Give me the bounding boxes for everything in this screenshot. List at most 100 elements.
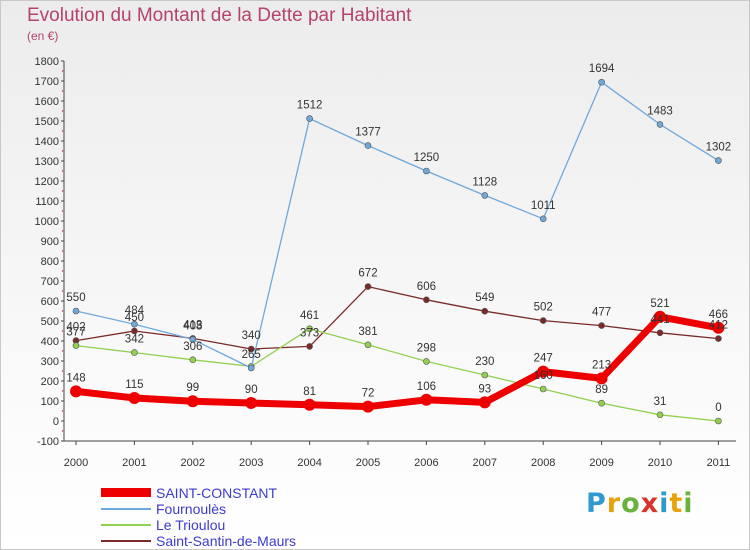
y-tick-label: 1000 bbox=[35, 216, 59, 228]
data-label: 1512 bbox=[297, 100, 323, 112]
y-minor-tick bbox=[61, 190, 64, 192]
y-minor-tick bbox=[61, 270, 64, 272]
series-line bbox=[72, 313, 722, 411]
data-point bbox=[656, 121, 664, 128]
data-label: 484 bbox=[125, 305, 145, 317]
data-label: 306 bbox=[183, 341, 202, 353]
data-label: 381 bbox=[358, 326, 377, 338]
data-point bbox=[72, 307, 80, 315]
data-point bbox=[481, 192, 489, 199]
y-tick-label: 100 bbox=[41, 396, 59, 408]
data-point bbox=[712, 321, 725, 334]
data-point bbox=[595, 372, 608, 385]
data-label: 1250 bbox=[414, 152, 440, 164]
data-label: 672 bbox=[358, 268, 377, 280]
y-tick-label: 200 bbox=[41, 376, 59, 388]
data-point bbox=[539, 215, 547, 223]
x-tick-label: 2009 bbox=[589, 457, 613, 469]
data-label: 408 bbox=[183, 320, 202, 332]
data-point bbox=[423, 167, 430, 175]
data-point bbox=[656, 411, 664, 419]
y-minor-tick bbox=[61, 230, 64, 232]
x-tick-label: 2000 bbox=[64, 457, 88, 469]
data-point bbox=[247, 364, 255, 372]
y-minor-tick bbox=[61, 350, 64, 352]
data-label: 550 bbox=[66, 292, 85, 304]
proxiti-logo: Proxiti bbox=[586, 488, 694, 519]
logo-letter: x bbox=[640, 488, 660, 519]
data-point bbox=[364, 341, 372, 349]
data-label: 502 bbox=[534, 302, 553, 314]
data-point bbox=[478, 396, 491, 409]
data-label: 81 bbox=[303, 386, 316, 398]
data-point bbox=[481, 371, 489, 379]
x-tick-label: 2010 bbox=[648, 457, 672, 469]
data-label: 0 bbox=[715, 402, 721, 414]
x-tick-label: 2002 bbox=[181, 457, 205, 469]
y-minor-tick bbox=[61, 90, 64, 92]
data-label: 93 bbox=[478, 383, 491, 395]
data-point bbox=[131, 320, 138, 328]
logo-letter: r bbox=[606, 488, 622, 519]
y-tick-label: 1300 bbox=[35, 156, 59, 168]
data-label: 441 bbox=[650, 314, 669, 326]
data-label: 340 bbox=[242, 330, 261, 342]
data-point bbox=[189, 356, 197, 364]
data-point bbox=[656, 329, 664, 337]
legend-swatch bbox=[101, 488, 151, 497]
data-label: 549 bbox=[475, 292, 494, 304]
y-minor-tick bbox=[61, 210, 64, 212]
y-tick-label: 600 bbox=[41, 296, 59, 308]
logo-letter: P bbox=[586, 488, 607, 519]
legend-label: SAINT-CONSTANT bbox=[156, 485, 278, 501]
y-tick-label: 1500 bbox=[35, 116, 59, 128]
data-label: 342 bbox=[125, 334, 144, 346]
data-label: 72 bbox=[362, 388, 375, 400]
data-label: 160 bbox=[534, 370, 553, 382]
data-label: 377 bbox=[66, 327, 85, 339]
y-tick-label: 1600 bbox=[35, 96, 59, 108]
data-point bbox=[715, 157, 722, 164]
y-tick-label: 1700 bbox=[35, 76, 59, 88]
data-point bbox=[537, 365, 550, 378]
data-point bbox=[654, 310, 666, 323]
data-point bbox=[364, 142, 372, 149]
logo-letter: i bbox=[683, 488, 694, 519]
data-label: 265 bbox=[242, 349, 261, 361]
series-line bbox=[75, 328, 720, 422]
y-minor-tick bbox=[61, 110, 64, 112]
y-minor-tick bbox=[61, 170, 64, 172]
legend-swatch bbox=[101, 540, 151, 542]
logo-letter: i bbox=[659, 488, 670, 519]
y-minor-tick bbox=[61, 130, 64, 132]
data-point bbox=[189, 336, 197, 343]
y-tick-label: 0 bbox=[53, 416, 59, 428]
data-label: 31 bbox=[654, 396, 667, 408]
data-point bbox=[539, 317, 547, 324]
data-label: 230 bbox=[475, 356, 494, 368]
series-line bbox=[75, 81, 720, 369]
data-point bbox=[423, 296, 430, 304]
data-label: 1302 bbox=[706, 142, 732, 154]
data-label: 450 bbox=[125, 312, 144, 324]
x-tick-label: 2004 bbox=[297, 457, 321, 469]
data-point bbox=[715, 417, 722, 425]
y-minor-tick bbox=[61, 70, 64, 72]
legend-label: Saint-Santin-de-Maurs bbox=[156, 533, 297, 549]
legend-label: Fournoulès bbox=[156, 501, 227, 517]
data-label: 298 bbox=[417, 342, 436, 354]
data-point bbox=[598, 399, 605, 407]
x-tick-label: 2001 bbox=[122, 457, 146, 469]
data-label: 412 bbox=[709, 320, 728, 332]
y-tick-label: 500 bbox=[41, 316, 59, 328]
data-point bbox=[420, 393, 433, 406]
legend-label: Le Trioulou bbox=[156, 517, 226, 533]
y-tick-label: 900 bbox=[41, 236, 59, 248]
data-point bbox=[598, 78, 605, 86]
y-tick-label: 1400 bbox=[35, 136, 59, 148]
data-label: 606 bbox=[417, 281, 436, 293]
data-point bbox=[247, 345, 255, 353]
y-tick-label: 300 bbox=[41, 356, 59, 368]
series-line bbox=[75, 285, 720, 350]
